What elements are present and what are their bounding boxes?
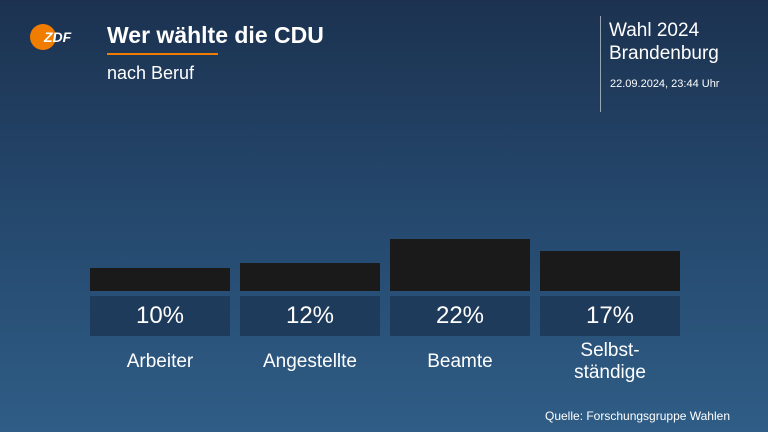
category-label: Arbeiter — [126, 351, 194, 372]
chart-subtitle: nach Beruf — [107, 63, 195, 83]
value-label: 17% — [540, 296, 680, 336]
election-region: Brandenburg — [609, 43, 719, 64]
category-label: Selbst-ständige — [574, 340, 646, 383]
election-name: Wahl 2024 — [609, 20, 700, 41]
zdf-logo-text: ZDF — [43, 29, 72, 45]
source-note: Quelle: Forschungsgruppe Wahlen — [545, 409, 730, 423]
bar — [240, 262, 380, 291]
value-label: 22% — [390, 296, 530, 336]
bar — [390, 239, 530, 291]
bar — [540, 251, 680, 291]
header-divider — [600, 16, 601, 112]
chart-title: Wer wählte die CDU — [107, 22, 324, 48]
bar — [90, 267, 230, 291]
value-label: 10% — [90, 296, 230, 336]
title-underline — [107, 53, 218, 55]
election-info: Wahl 2024 Brandenburg — [609, 19, 719, 65]
zdf-logo: ZDF — [30, 24, 72, 50]
election-timestamp: 22.09.2024, 23:44 Uhr — [610, 78, 720, 90]
category-label: Angestellte — [262, 351, 357, 372]
category-label: Beamte — [427, 351, 493, 372]
value-label: 12% — [240, 296, 380, 336]
